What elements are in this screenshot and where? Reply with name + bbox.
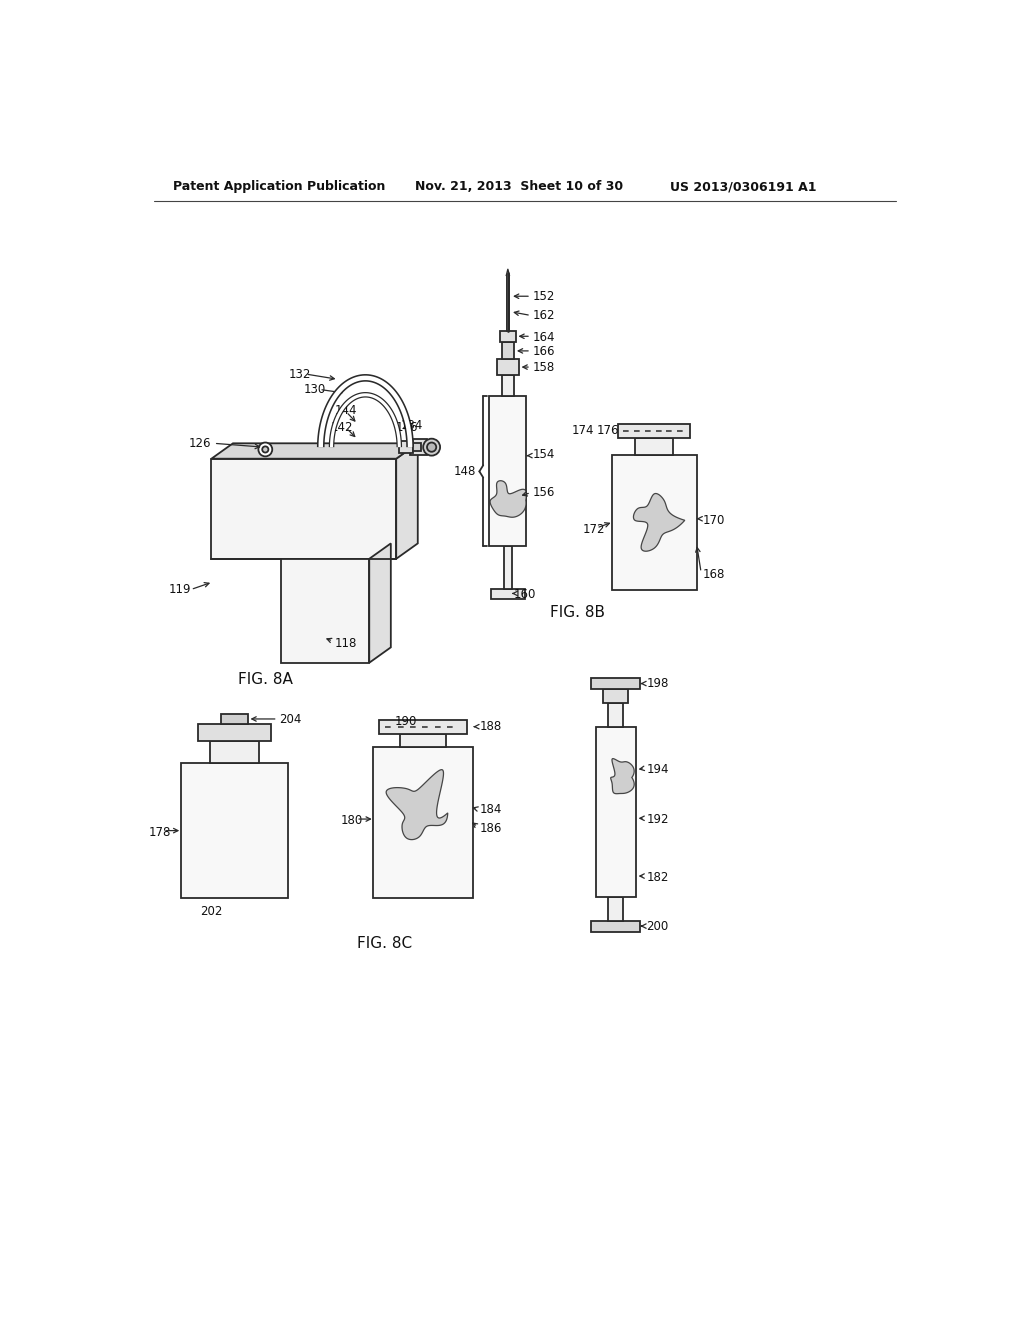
Text: 119: 119 [169, 583, 191, 597]
Polygon shape [634, 494, 685, 552]
Text: 170: 170 [702, 513, 725, 527]
Text: 142: 142 [331, 421, 353, 434]
Circle shape [262, 446, 268, 453]
Polygon shape [610, 759, 634, 793]
Bar [210, 742, 259, 763]
Text: 204: 204 [280, 713, 301, 726]
Text: 200: 200 [646, 920, 669, 933]
Bar [500, 331, 515, 342]
Circle shape [427, 442, 436, 451]
Text: 158: 158 [532, 360, 555, 374]
Text: FIG. 8A: FIG. 8A [238, 672, 293, 688]
Text: 148: 148 [454, 465, 476, 478]
Text: 156: 156 [532, 486, 555, 499]
Text: 164: 164 [532, 330, 555, 343]
Bar [502, 375, 514, 396]
Text: 166: 166 [532, 345, 555, 358]
Polygon shape [211, 444, 418, 459]
Text: 186: 186 [479, 822, 502, 834]
Polygon shape [490, 480, 526, 517]
Bar [617, 424, 690, 438]
Text: 194: 194 [646, 763, 669, 776]
Bar [281, 558, 370, 663]
Bar [180, 763, 289, 898]
Bar [413, 444, 421, 451]
Text: FIG. 8B: FIG. 8B [550, 605, 604, 620]
Text: 172: 172 [583, 523, 605, 536]
Text: US 2013/0306191 A1: US 2013/0306191 A1 [670, 181, 816, 194]
Bar [199, 725, 270, 742]
Text: 144: 144 [335, 404, 357, 417]
Bar [497, 359, 518, 375]
Text: 192: 192 [646, 813, 669, 826]
Text: 176: 176 [596, 425, 618, 437]
Text: 174: 174 [571, 425, 594, 437]
Text: 146: 146 [395, 421, 418, 434]
Bar [591, 921, 640, 932]
Text: 198: 198 [646, 677, 669, 690]
Text: Patent Application Publication: Patent Application Publication [173, 181, 385, 194]
Bar [410, 440, 427, 455]
Bar [611, 455, 696, 590]
Text: 178: 178 [148, 825, 171, 838]
Text: 154: 154 [532, 447, 555, 461]
Bar [379, 719, 467, 734]
Text: 118: 118 [335, 638, 357, 649]
Text: FIG. 8C: FIG. 8C [357, 936, 413, 952]
Text: 188: 188 [479, 721, 502, 733]
Bar [399, 441, 413, 453]
Text: 126: 126 [188, 437, 211, 450]
Text: 202: 202 [200, 906, 222, 917]
Bar [596, 727, 636, 896]
Bar [400, 734, 446, 747]
Text: 168: 168 [702, 568, 725, 581]
Circle shape [258, 442, 272, 457]
Text: 130: 130 [304, 383, 326, 396]
Polygon shape [370, 544, 391, 663]
Bar [608, 702, 624, 727]
Circle shape [423, 438, 440, 455]
Text: 190: 190 [394, 714, 417, 727]
Bar [490, 589, 525, 599]
Text: Nov. 21, 2013  Sheet 10 of 30: Nov. 21, 2013 Sheet 10 of 30 [416, 181, 624, 194]
Text: 162: 162 [532, 309, 555, 322]
Text: 182: 182 [646, 871, 669, 884]
Polygon shape [396, 444, 418, 558]
Text: 134: 134 [400, 418, 423, 432]
Bar [211, 459, 396, 558]
Bar [504, 546, 512, 589]
Text: 180: 180 [341, 814, 364, 828]
Text: 152: 152 [532, 289, 555, 302]
Polygon shape [386, 770, 447, 840]
Text: 132: 132 [289, 367, 311, 380]
Bar [608, 896, 624, 921]
Bar [502, 342, 514, 359]
Bar [635, 438, 674, 455]
Bar [221, 714, 248, 725]
Text: 184: 184 [479, 803, 502, 816]
Bar [489, 396, 526, 546]
Bar [373, 747, 473, 898]
Text: 160: 160 [514, 587, 537, 601]
Bar [603, 689, 628, 702]
Bar [591, 678, 640, 689]
